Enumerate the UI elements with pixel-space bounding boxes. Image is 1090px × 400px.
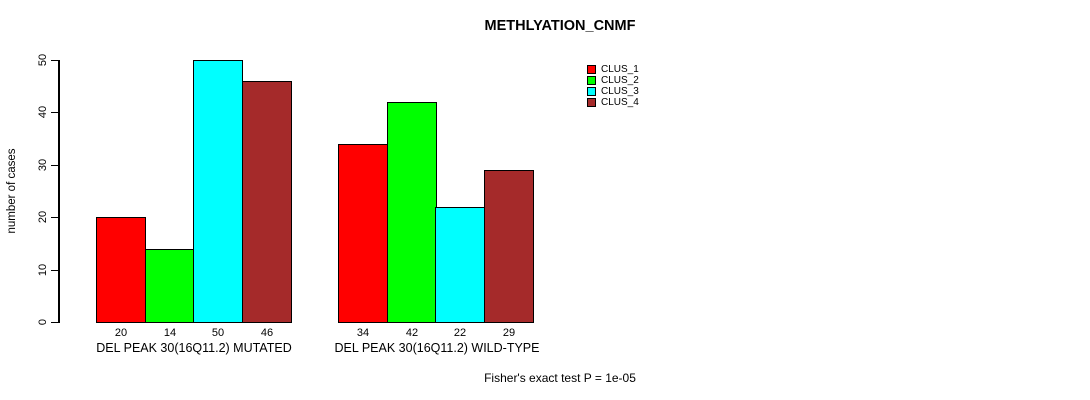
y-axis-tick-label: 50 [37,53,49,67]
bar-clus_4-group1 [242,81,292,323]
y-axis-tick-label: 20 [37,210,49,224]
bar-value-label: 29 [502,327,516,339]
bar-value-label: 22 [453,327,467,339]
bar-clus_1-group2 [338,144,388,323]
y-axis-tick-label: 10 [37,263,49,277]
bar-value-label: 50 [211,327,225,339]
y-axis-tick [51,321,58,323]
bar-value-label: 42 [405,327,419,339]
legend-item-clus-3: CLUS_3 [587,86,639,97]
group-label-wild-type: DEL PEAK 30(16Q11.2) WILD-TYPE [334,341,540,355]
legend-swatch-clus-3 [587,87,596,96]
legend-label-clus-1: CLUS_1 [601,64,639,75]
y-axis-tick [51,111,58,113]
legend-swatch-clus-2 [587,76,596,85]
bar-clus_4-group2 [484,170,534,323]
y-axis-tick [51,164,58,166]
bar-clus_2-group2 [387,102,437,323]
legend-item-clus-2: CLUS_2 [587,75,639,86]
y-axis-tick-label: 30 [37,158,49,172]
y-axis-tick-label: 0 [37,318,49,326]
legend: CLUS_1 CLUS_2 CLUS_3 CLUS_4 [587,64,639,108]
y-axis-tick [51,59,58,61]
legend-swatch-clus-4 [587,98,596,107]
bar-value-label: 34 [356,327,370,339]
legend-swatch-clus-1 [587,65,596,74]
legend-label-clus-2: CLUS_2 [601,75,639,86]
bar-clus_1-group1 [96,217,146,323]
bar-clus_2-group1 [145,249,195,323]
chart-title: METHLYATION_CNMF [484,18,636,34]
bar-value-label: 14 [163,327,177,339]
y-axis-tick-label: 40 [37,105,49,119]
bar-clus_3-group1 [193,60,243,323]
legend-item-clus-4: CLUS_4 [587,97,639,108]
y-axis-line [58,60,60,323]
bar-value-label: 46 [260,327,274,339]
bar-value-label: 20 [114,327,128,339]
fisher-test-annotation: Fisher's exact test P = 1e-05 [484,371,636,385]
legend-label-clus-4: CLUS_4 [601,97,639,108]
y-axis-label: number of cases [6,148,18,234]
legend-item-clus-1: CLUS_1 [587,64,639,75]
legend-label-clus-3: CLUS_3 [601,86,639,97]
y-axis-tick [51,269,58,271]
y-axis-tick [51,216,58,218]
group-label-mutated: DEL PEAK 30(16Q11.2) MUTATED [96,341,292,355]
bar-clus_3-group2 [435,207,485,323]
